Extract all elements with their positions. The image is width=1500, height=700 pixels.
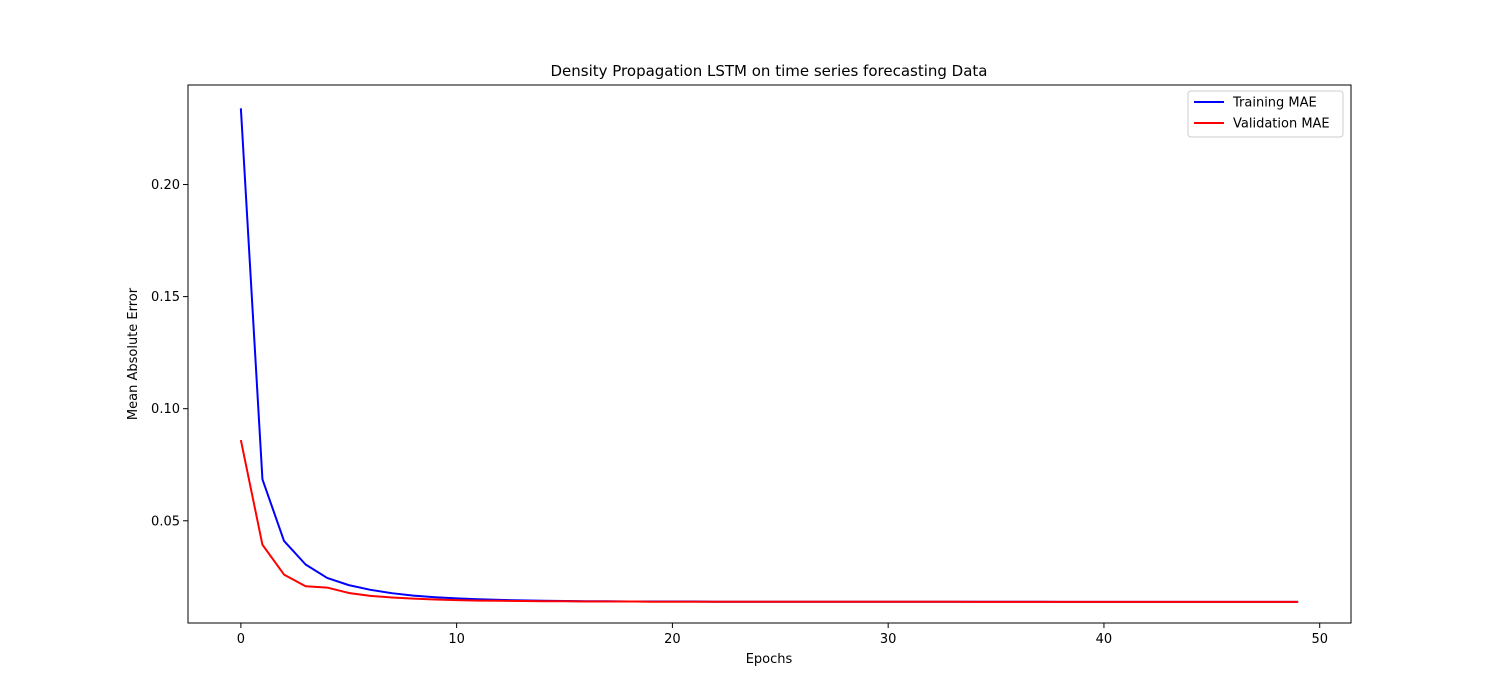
legend: Training MAE Validation MAE — [1187, 90, 1344, 138]
x-tick-label: 40 — [1096, 632, 1113, 647]
legend-box — [1187, 90, 1344, 138]
plot-frame — [187, 84, 1352, 624]
y-tick-label: 0.10 — [151, 402, 180, 417]
series-line-1 — [239, 439, 1299, 603]
plot-area — [239, 108, 1299, 603]
x-axis-label: Epochs — [746, 652, 793, 667]
y-tick-label: 0.05 — [151, 514, 180, 529]
x-tick-label: 10 — [448, 632, 465, 647]
x-tick-label: 50 — [1311, 632, 1328, 647]
y-axis-label: Mean Absolute Error — [126, 287, 141, 420]
legend-label-1: Validation MAE — [1233, 117, 1330, 132]
x-axis-ticks: 0 10 20 30 40 50 — [237, 623, 1328, 647]
legend-label-0: Training MAE — [1232, 96, 1317, 111]
y-tick-label: 0.15 — [151, 290, 180, 305]
chart-title: Density Propagation LSTM on time series … — [550, 62, 987, 80]
x-tick-label: 0 — [237, 632, 245, 647]
y-axis-ticks: 0.05 0.10 0.15 0.20 — [151, 178, 188, 529]
x-tick-label: 20 — [664, 632, 681, 647]
y-tick-label: 0.20 — [151, 178, 180, 193]
x-tick-label: 30 — [880, 632, 897, 647]
